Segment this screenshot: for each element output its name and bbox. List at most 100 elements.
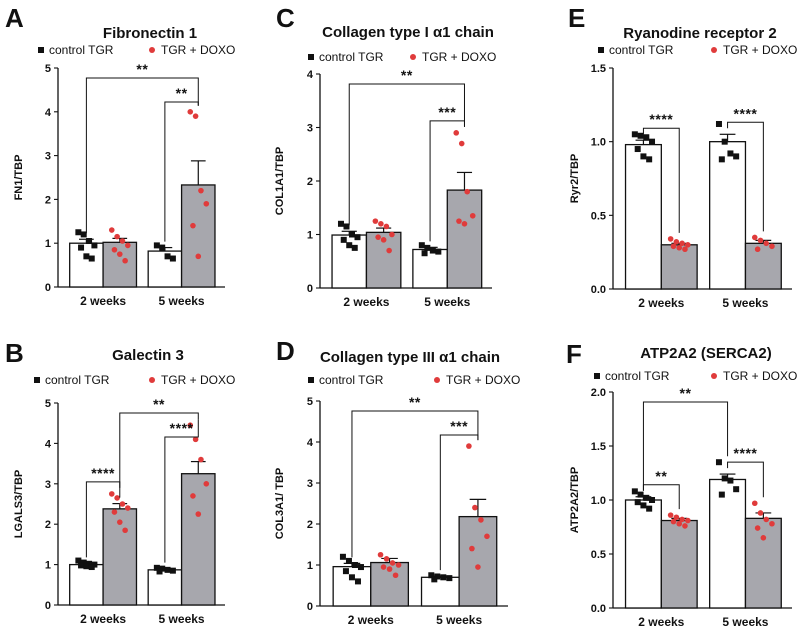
data-point-doxo	[751, 234, 758, 241]
data-point-doxo	[676, 244, 683, 251]
data-point-control	[643, 134, 650, 141]
significance-label: ***	[450, 418, 468, 434]
y-tick-label: 2	[307, 519, 313, 531]
data-point-control	[91, 242, 98, 249]
data-point-control	[357, 564, 364, 571]
data-point-doxo	[484, 533, 490, 540]
data-point-doxo	[667, 512, 674, 518]
data-point-doxo	[192, 113, 199, 119]
data-point-doxo	[769, 520, 775, 527]
bar-doxo	[180, 184, 216, 288]
data-point-control	[354, 578, 361, 585]
data-point-doxo	[187, 422, 194, 429]
bar-doxo	[660, 519, 698, 609]
data-point-doxo	[466, 443, 472, 449]
data-point-control	[649, 497, 656, 503]
significance-label: ***	[438, 104, 456, 120]
data-point-control	[429, 247, 436, 254]
data-point-doxo	[754, 525, 761, 531]
significance-bracket	[164, 101, 199, 242]
data-point-doxo	[192, 436, 199, 443]
data-point-control	[721, 138, 728, 145]
y-tick-label: 0	[307, 283, 313, 295]
significance-bracket	[351, 410, 479, 558]
significance-label: **	[409, 394, 421, 410]
data-point-control	[339, 553, 346, 560]
data-point-control	[164, 253, 171, 260]
data-point-doxo	[119, 501, 126, 507]
legend-label-control: control TGR	[319, 50, 384, 64]
legend: control TGR TGR + DOXO	[34, 373, 235, 387]
bar-control	[420, 576, 460, 607]
data-point-doxo	[673, 239, 680, 245]
data-point-doxo	[757, 510, 764, 516]
y-tick-label: 4	[307, 437, 314, 449]
data-point-control	[418, 242, 425, 249]
data-point-doxo	[383, 223, 390, 230]
data-point-doxo	[679, 240, 685, 247]
data-point-control	[634, 146, 641, 153]
data-point-doxo	[203, 481, 210, 487]
y-tick-label: 2	[45, 519, 51, 531]
y-tick-label: 1	[45, 238, 51, 250]
legend-label-doxo: TGR + DOXO	[723, 369, 797, 383]
data-point-doxo	[114, 233, 120, 240]
y-tick-label: 3	[307, 478, 313, 490]
data-point-doxo	[456, 218, 462, 224]
y-tick-label: 3	[45, 151, 51, 163]
y-tick-label: 1.5	[591, 441, 606, 453]
significance-label: **	[401, 67, 413, 83]
x-category-label: 2 weeks	[80, 294, 126, 308]
data-point-doxo	[763, 240, 770, 247]
legend-label-control: control TGR	[609, 43, 674, 57]
y-tick-label: 5	[45, 63, 51, 75]
y-tick-label: 4	[45, 107, 52, 119]
legend-marker-control	[598, 47, 604, 53]
legend-label-doxo: TGR + DOXO	[446, 373, 520, 387]
data-point-control	[153, 242, 160, 249]
data-point-doxo	[395, 562, 402, 568]
y-tick-label: 1	[307, 230, 313, 242]
bar-control	[709, 478, 747, 609]
data-point-doxo	[754, 246, 761, 253]
bar-doxo	[744, 517, 782, 609]
data-point-doxo	[670, 518, 677, 525]
panel-f: F ATP2A2 (SERCA2) control TGR TGR + DOXO 0.0…	[566, 339, 797, 629]
chart-title: Collagen type III α1 chain	[320, 349, 500, 366]
y-tick-label: 4	[45, 438, 52, 450]
data-point-doxo	[461, 221, 468, 227]
y-tick-label: 2	[45, 194, 51, 206]
data-point-doxo	[769, 243, 775, 250]
data-point-doxo	[386, 247, 392, 254]
data-point-control	[649, 138, 656, 145]
data-point-control	[637, 491, 644, 498]
y-tick-label: 0.0	[591, 284, 606, 296]
legend-label-doxo: TGR + DOXO	[723, 43, 797, 57]
significance-label: **	[153, 396, 165, 412]
data-point-control	[424, 244, 431, 251]
significance-label: ****	[649, 111, 673, 127]
data-point-doxo	[372, 218, 379, 224]
y-tick-label: 0.5	[591, 210, 606, 222]
chart-title: Ryanodine receptor 2	[623, 25, 776, 42]
y-axis-label: COL1A1/TBP	[274, 147, 286, 215]
data-point-doxo	[676, 520, 683, 527]
data-point-doxo	[378, 221, 384, 227]
significance-bracket	[727, 461, 764, 498]
significance-bracket	[164, 419, 199, 563]
bar-control	[624, 499, 662, 609]
legend: control TGR TGR + DOXO	[308, 50, 496, 64]
legend: control TGR TGR + DOXO	[38, 43, 235, 57]
legend-label-doxo: TGR + DOXO	[161, 373, 235, 387]
legend-marker-control	[594, 373, 600, 379]
data-point-control	[634, 499, 641, 506]
chart-title: Collagen type I α1 chain	[322, 24, 494, 41]
y-axis-label: ATP2A2/TBP	[569, 467, 581, 533]
data-point-doxo	[116, 251, 123, 257]
y-tick-label: 0.5	[591, 549, 606, 561]
chart-title: Fibronectin 1	[103, 25, 197, 42]
y-tick-label: 3	[307, 123, 313, 135]
data-point-control	[164, 566, 171, 573]
data-point-control	[354, 234, 361, 241]
